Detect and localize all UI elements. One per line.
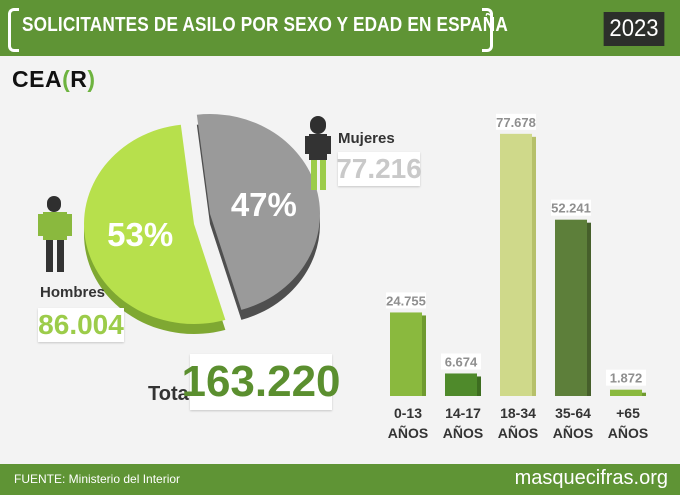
year-badge: 2023 [603, 12, 665, 46]
title-bracket-left [8, 8, 19, 52]
logo-prefix: CEA [12, 66, 63, 92]
bar-value-box [441, 353, 481, 370]
bar-category-label: AÑOS [498, 424, 538, 441]
bar-0-13 [390, 312, 422, 396]
cear-logo: CEA(R) [12, 66, 96, 93]
bar-value-label: 52.241 [551, 201, 591, 216]
bar-value-label: 24.755 [386, 293, 426, 308]
bar-value-box [496, 113, 536, 130]
bar-category-label: 14-17 [445, 405, 481, 421]
bar-category-label: 35-64 [555, 405, 591, 421]
bar-side [587, 222, 591, 396]
bar-value-box [551, 199, 591, 216]
bar-category-label: 18-34 [500, 405, 536, 421]
page-title: SOLICITANTES DE ASILO POR SEXO Y EDAD EN… [22, 14, 508, 36]
bar-14-17 [445, 373, 477, 396]
bar-side [422, 315, 426, 396]
women-value: 77.216 [336, 152, 422, 186]
bar-side [477, 376, 481, 396]
logo-letter: R [70, 66, 88, 92]
pie-chart: 47% 53% [83, 114, 321, 334]
header-bar: SOLICITANTES DE ASILO POR SEXO Y EDAD EN… [0, 0, 680, 56]
man-figure-icon [38, 196, 72, 272]
woman-figure-icon [305, 116, 331, 190]
source-text: FUENTE: Ministerio del Interior [14, 472, 181, 486]
pie-label-men: 53% [107, 216, 173, 253]
footer-bar: FUENTE: Ministerio del Interior masqueci… [0, 464, 680, 495]
figure-icons [38, 116, 331, 272]
age-bar-chart: 24.755 0-13 AÑOS 6.674 14-17 AÑOS 77.678 18-34 A… [386, 113, 648, 441]
logo-paren-open: ( [62, 66, 71, 92]
pie-slice-women [196, 114, 320, 310]
bar-value-label: 77.678 [496, 115, 536, 130]
bar-category-label: AÑOS [608, 424, 648, 441]
bar-category-label: AÑOS [553, 424, 593, 441]
pie-slice-men [84, 124, 226, 324]
logo-paren-close: ) [87, 66, 96, 92]
bar-category-label: AÑOS [388, 424, 428, 441]
bar-category-label: +65 [616, 405, 640, 421]
bar-+65 [610, 389, 642, 396]
men-label: Hombres [40, 284, 106, 301]
bar-35-64 [555, 219, 587, 396]
bar-category-label: AÑOS [443, 424, 483, 441]
bar-value-box [606, 369, 646, 386]
bar-value-label: 6.674 [445, 354, 478, 369]
title-bracket-right [482, 8, 493, 52]
bar-side [642, 392, 646, 396]
bar-18-34 [500, 133, 532, 397]
bar-category-label: 0-13 [394, 405, 422, 421]
bar-value-box [386, 292, 426, 309]
women-label: Mujeres [338, 130, 395, 147]
total-value: 163.220 [181, 354, 341, 410]
site-link[interactable]: masquecifras.org [514, 467, 668, 489]
bar-value-label: 1.872 [610, 371, 643, 386]
total-label: Total [148, 383, 195, 405]
bar-side [532, 136, 536, 397]
pie-label-women: 47% [231, 186, 297, 223]
men-value: 86.004 [38, 308, 124, 342]
